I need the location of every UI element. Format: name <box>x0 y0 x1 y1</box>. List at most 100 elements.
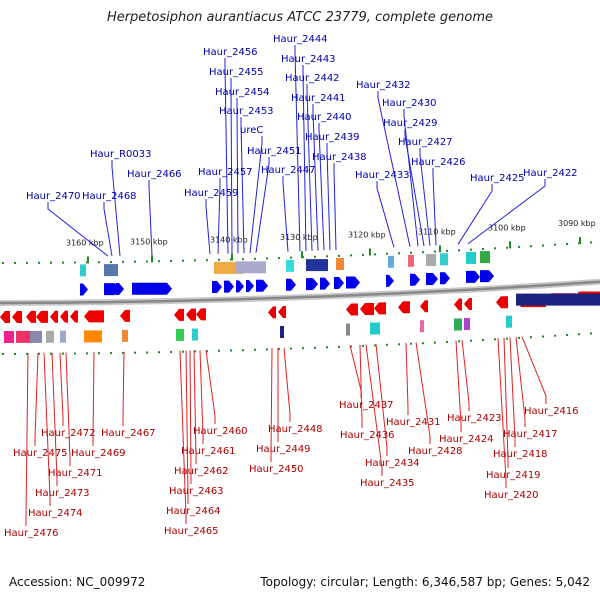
forward-leader-line <box>249 136 263 253</box>
reverse-leader-line <box>415 342 431 444</box>
tick-dot <box>194 259 196 262</box>
forward-gene-arrow <box>466 270 480 283</box>
backbone-shadow <box>0 278 600 306</box>
forward-leader-line <box>318 123 325 251</box>
reverse-gene-label: Haur_2424 <box>439 434 494 445</box>
tick-dot <box>362 344 364 347</box>
reverse-domain-block <box>280 326 284 338</box>
reverse-domain-band <box>516 293 600 306</box>
forward-gene-label: Haur_2470 <box>26 191 81 202</box>
tick-dot <box>158 351 160 354</box>
reverse-leader-line <box>205 350 216 424</box>
reverse-gene-label: Haur_2469 <box>71 448 126 459</box>
forward-gene-arrow <box>440 272 450 285</box>
reverse-leader-line <box>349 345 362 398</box>
reverse-gene-label: Haur_2420 <box>484 490 539 501</box>
tick-dot <box>482 248 484 250</box>
forward-gene-arrow <box>480 270 494 283</box>
forward-gene-arrow <box>212 280 222 293</box>
forward-leader-line <box>467 179 546 245</box>
reverse-domain-block <box>16 330 30 343</box>
reverse-leader-line <box>515 337 526 427</box>
reverse-gene-arrow <box>346 303 358 316</box>
tick-dot <box>146 351 148 354</box>
forward-leader-line <box>282 176 289 252</box>
tick-dot <box>290 347 292 350</box>
forward-gene-label: Haur_2430 <box>382 98 437 109</box>
forward-gene-label: Haur_2451 <box>247 146 302 157</box>
forward-leader-line <box>236 98 239 254</box>
forward-gene-label: Haur_2444 <box>273 34 328 45</box>
tick-dot <box>350 345 352 348</box>
forward-gene-label: Haur_2426 <box>411 157 466 168</box>
forward-gene-label: Haur_2459 <box>184 188 239 199</box>
genome-map: 3160 kbp 3150 kbp 3140 kbp 3130 kbp 3120 kbp… <box>0 34 600 539</box>
forward-gene-label: Haur_2438 <box>312 152 367 163</box>
reverse-gene-arrow <box>0 311 10 323</box>
tick-dot <box>590 332 592 335</box>
major-tick <box>369 248 371 256</box>
forward-gene-arrow <box>286 278 296 291</box>
forward-leader-line <box>103 202 113 257</box>
major-tick <box>301 251 303 259</box>
tick-dot <box>266 257 268 260</box>
forward-leader-line <box>230 78 233 254</box>
tick-dot <box>122 260 124 263</box>
tick-dot <box>194 350 196 353</box>
major-tick <box>151 255 153 263</box>
kbp-tick-label: 3110 kbp <box>418 227 456 236</box>
reverse-leader-line <box>359 344 363 428</box>
tick-dot <box>122 351 124 354</box>
tick-dot <box>542 244 544 247</box>
tick-dot <box>338 345 340 348</box>
tick-dot <box>470 339 472 342</box>
reverse-leader-line <box>497 338 507 488</box>
forward-leader-line <box>111 160 121 256</box>
forward-leader-line <box>148 180 153 256</box>
tick-dot <box>434 250 436 253</box>
tick-dot <box>278 257 280 260</box>
genome-title: Herpetosiphon aurantiacus ATCC 23779, co… <box>106 10 494 25</box>
reverse-gene-label: Haur_2416 <box>524 406 579 417</box>
tick-dot <box>302 347 304 350</box>
reverse-domain-block <box>420 320 424 333</box>
forward-gene-arrow <box>410 273 420 286</box>
reverse-gene-arrow <box>268 306 276 319</box>
forward-gene-label: Haur_2454 <box>215 87 270 98</box>
tick-dot <box>410 251 412 254</box>
reverse-domain-block <box>346 323 350 336</box>
tick-dot <box>350 254 352 257</box>
reverse-gene-label: Haur_2449 <box>256 444 311 455</box>
tick-dot <box>242 258 244 261</box>
reverse-gene-label: Haur_2476 <box>4 528 59 539</box>
forward-gene-label: Haur_2443 <box>281 54 336 65</box>
reverse-leader-line <box>455 340 462 432</box>
forward-gene-label: Haur_2440 <box>297 112 352 123</box>
tick-dot <box>494 338 496 341</box>
reverse-gene-label: Haur_2464 <box>166 506 221 517</box>
kbp-tick-label: 3120 kbp <box>348 231 386 240</box>
reverse-domain-block <box>506 315 512 328</box>
forward-domain-block <box>408 254 414 267</box>
reverse-gene-arrow <box>278 306 286 319</box>
tick-dot <box>506 246 508 249</box>
forward-leader-line <box>306 84 313 251</box>
forward-gene-arrow <box>236 280 244 293</box>
reverse-leader-line <box>461 340 470 411</box>
tick-dot <box>86 352 88 355</box>
forward-gene-label: Haur_2441 <box>291 93 346 104</box>
tick-dot <box>326 255 328 258</box>
forward-leader-line <box>333 163 337 250</box>
reverse-gene-label: Haur_2437 <box>339 400 394 411</box>
tick-dot <box>206 259 208 262</box>
forward-leader-line <box>255 157 270 253</box>
forward-leader-line <box>217 178 221 254</box>
tick-dot <box>458 340 460 343</box>
tick-dot <box>170 260 172 262</box>
tick-dot <box>446 340 448 343</box>
tick-dot <box>134 260 136 263</box>
tick-dot <box>38 261 40 264</box>
reverse-gene-label: Haur_2471 <box>48 468 103 479</box>
reverse-domain-block <box>454 318 462 331</box>
reverse-domain-block <box>84 330 102 343</box>
